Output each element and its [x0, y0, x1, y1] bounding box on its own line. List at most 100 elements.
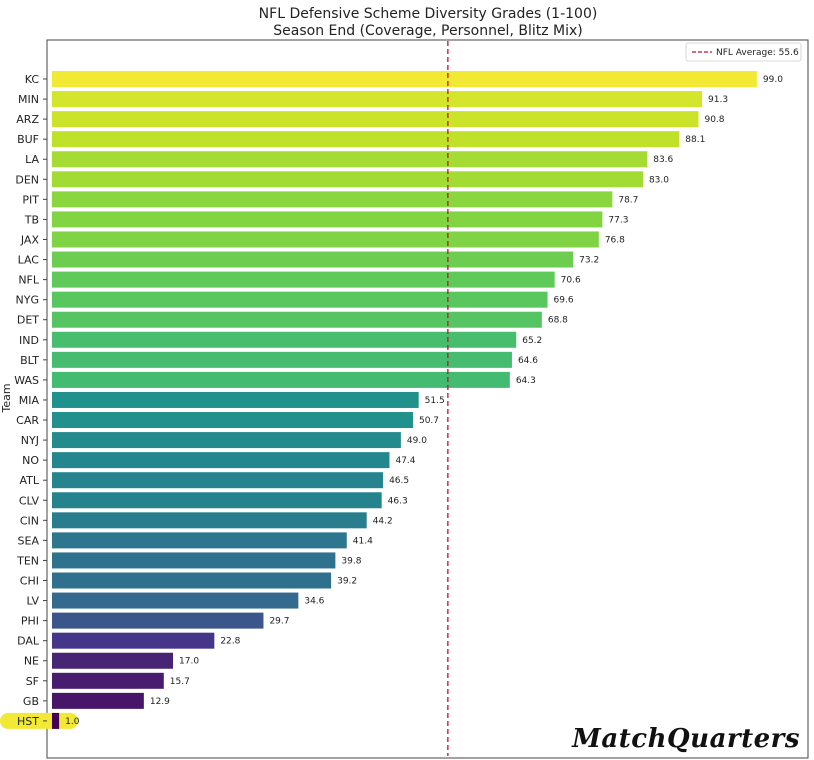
y-tick-label: DEN [15, 173, 39, 186]
value-label: 41.4 [353, 536, 373, 546]
y-tick-label: MIN [18, 93, 39, 106]
bars-layer: KC 99.0 MIN 91.3 ARZ 90.8 BUF 88.1 LA 83.6 DEN 83.0… [0, 71, 783, 729]
value-label: 83.0 [649, 175, 669, 185]
y-tick-label: NYJ [21, 434, 39, 447]
value-label: 39.8 [341, 556, 361, 566]
value-label: 46.5 [389, 476, 409, 486]
y-tick-label: PIT [22, 193, 39, 206]
bar-det [52, 311, 542, 328]
value-label: 78.7 [618, 195, 638, 205]
bar-ind [52, 331, 517, 348]
value-label: 29.7 [269, 617, 289, 627]
y-tick-label: DET [17, 314, 39, 327]
y-tick-label: SEA [18, 534, 40, 547]
y-tick-label: DAL [17, 635, 40, 648]
chart-title-line2: Season End (Coverage, Personnel, Blitz M… [273, 23, 582, 39]
watermark-logo: MatchQuarters [572, 724, 800, 754]
bar-nyg [52, 291, 548, 308]
value-label: 69.6 [554, 296, 574, 306]
bar-hst [52, 712, 60, 729]
value-label: 76.8 [605, 235, 625, 245]
plot-frame [46, 39, 809, 759]
chart-title-line1: NFL Defensive Scheme Diversity Grades (1… [259, 6, 598, 22]
y-tick-label: HST [17, 715, 39, 728]
legend: NFL Average: 55.6 [685, 42, 802, 62]
y-tick-label: LAC [18, 254, 40, 267]
y-tick-label: NO [22, 454, 39, 467]
y-tick-label: WAS [14, 374, 39, 387]
value-label: 12.9 [150, 697, 170, 707]
bar-cin [52, 512, 367, 529]
legend-label: NFL Average: 55.6 [716, 48, 799, 58]
value-label: 47.4 [395, 456, 415, 466]
bar-blt [52, 351, 512, 368]
y-tick-label: IND [19, 334, 39, 347]
bar-sea [52, 532, 347, 549]
y-tick-label: KC [25, 73, 40, 86]
bar-min [52, 91, 703, 108]
value-label: 64.6 [518, 356, 538, 366]
bar-nyj [52, 432, 401, 449]
value-label: 51.5 [425, 396, 445, 406]
y-tick-label: NYG [16, 294, 39, 307]
value-label: 15.7 [170, 677, 190, 687]
bar-clv [52, 492, 382, 509]
value-label: 17.0 [179, 657, 199, 667]
y-tick-label: LV [27, 595, 40, 608]
y-tick-label: CHI [20, 575, 39, 588]
value-label: 99.0 [763, 75, 783, 85]
bar-tb [52, 211, 603, 228]
y-tick-label: JAX [20, 233, 40, 246]
y-tick-label: SF [26, 675, 39, 688]
bar-lv [52, 592, 299, 609]
value-label: 83.6 [653, 155, 673, 165]
bar-lac [52, 251, 574, 268]
bar-ten [52, 552, 336, 569]
bar-dal [52, 632, 215, 649]
y-tick-label: MIA [19, 394, 40, 407]
bar-no [52, 452, 390, 469]
bar-mia [52, 391, 419, 408]
value-label: 34.6 [304, 597, 324, 607]
bar-gb [52, 692, 144, 709]
y-tick-label: PHI [21, 615, 39, 628]
bar-buf [52, 131, 680, 148]
bar-jax [52, 231, 599, 248]
y-tick-label: GB [23, 695, 39, 708]
y-tick-label: CIN [20, 514, 39, 527]
y-tick-label: ARZ [16, 113, 39, 126]
value-label: 70.6 [561, 276, 581, 286]
legend-box [685, 42, 802, 62]
y-tick-label: CAR [16, 414, 39, 427]
bar-ne [52, 652, 174, 669]
value-label: 44.2 [373, 516, 393, 526]
y-tick-label: LA [25, 153, 39, 166]
bar-kc [52, 71, 757, 87]
bar-arz [52, 111, 699, 128]
bar-atl [52, 472, 384, 489]
y-tick-label: CLV [19, 494, 40, 507]
y-tick-label: BLT [20, 354, 39, 367]
value-label: 50.7 [419, 416, 439, 426]
value-label: 65.2 [522, 336, 542, 346]
y-tick-label: NE [24, 655, 39, 668]
y-tick-label: BUF [17, 133, 39, 146]
y-tick-label: TB [24, 213, 39, 226]
y-tick-label: TEN [16, 554, 39, 567]
value-label: 22.8 [220, 637, 240, 647]
bar-pit [52, 191, 613, 208]
bar-was [52, 371, 510, 388]
bar-la [52, 151, 648, 168]
y-tick-label: ATL [19, 474, 39, 487]
bar-phi [52, 612, 264, 629]
value-label: 77.3 [608, 215, 628, 225]
value-label: 73.2 [579, 256, 599, 266]
value-label: 91.3 [708, 95, 728, 105]
bar-car [52, 412, 413, 429]
value-label: 90.8 [704, 115, 724, 125]
value-label: 1.0 [65, 717, 80, 727]
value-label: 49.0 [407, 436, 427, 446]
value-label: 46.3 [388, 496, 408, 506]
bar-nfl [52, 271, 555, 288]
